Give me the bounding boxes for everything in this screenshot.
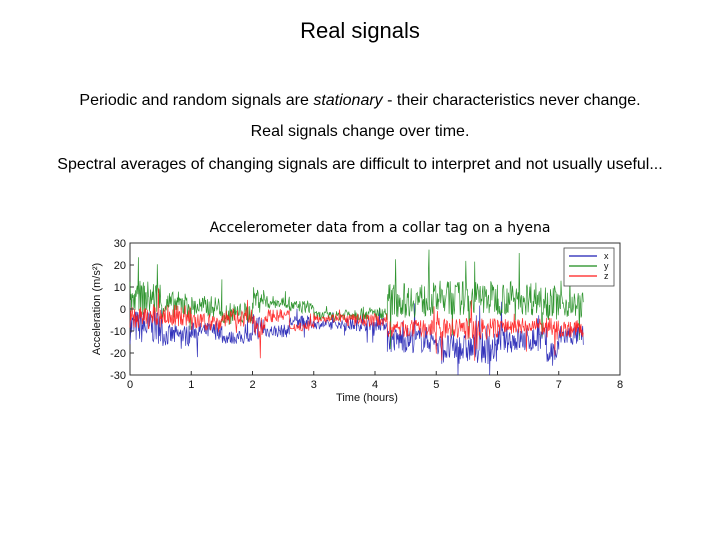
x-tick-label: 3 [311,379,317,391]
y-tick-label: -20 [110,348,126,360]
x-tick-label: 0 [127,379,133,391]
legend-label-z: z [604,271,609,281]
change-over-time-line: Real signals change over time. [250,123,470,140]
x-axis-label: Time (hours) [336,392,398,404]
y-tick-label: 20 [114,260,126,272]
y-tick-label: -10 [110,326,126,338]
x-tick-label: 2 [249,379,255,391]
y-tick-label: 0 [120,304,126,316]
y-axis-label: Acceleration (m/s²) [91,263,103,355]
stationary-line-end: - their characteristics never change. [382,92,641,109]
x-tick-label: 5 [433,379,439,391]
x-tick-label: 6 [494,379,500,391]
chart-caption: Accelerometer data from a collar tag on … [209,220,551,236]
x-tick-label: 1 [188,379,194,391]
stationary-line: Periodic and random signals are stationa… [0,91,720,111]
series-line-z [129,288,584,361]
x-tick-label: 7 [556,379,562,391]
stationary-emphasis: stationary [313,92,383,109]
ticks-layer: 0 1 2 3 4 5 6 7 8 30 20 10 0 -10 -20 -30 [110,238,623,391]
y-tick-label: -30 [110,370,126,382]
x-tick-label: 8 [617,379,623,391]
stationary-line-start: Periodic and random signals are [79,92,314,109]
series-layer [129,249,584,376]
legend-label-x: x [604,251,609,261]
legend: xyz [563,247,615,287]
y-tick-label: 10 [114,282,126,294]
y-tick-label: 30 [114,238,126,250]
slide-title: Real signals [300,18,420,43]
legend-label-y: y [604,261,609,271]
legend-box [563,247,615,287]
spectral-averages-line: Spectral averages of changing signals ar… [57,156,663,173]
x-tick-label: 4 [372,379,378,391]
